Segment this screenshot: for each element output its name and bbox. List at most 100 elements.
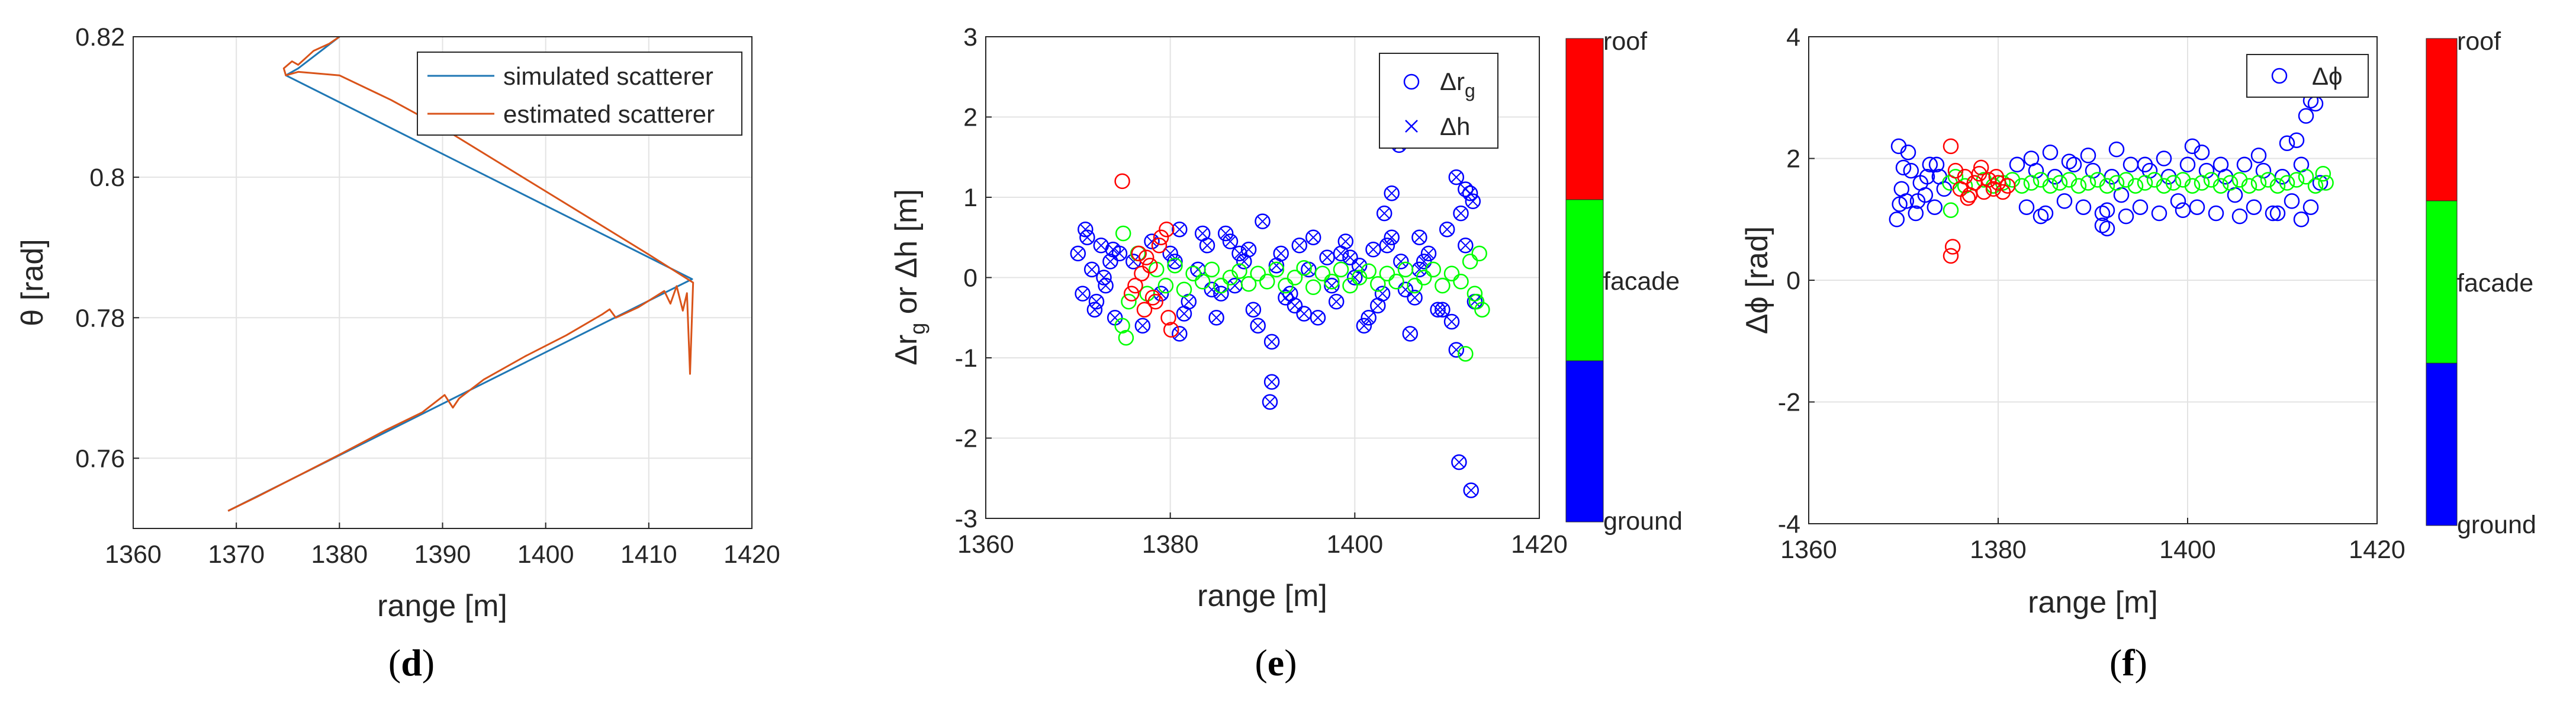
ground-cross [1086,264,1097,275]
x-axis-label-e: range [m] [1197,579,1327,613]
facade-point [2307,178,2324,194]
facade-point [1185,265,1201,281]
ground-point [2151,205,2167,222]
ground-cross [1253,321,1263,331]
ground-point [1217,225,1234,242]
facade-point [2298,169,2314,185]
ground-point [1287,297,1303,314]
ground-point [1088,293,1105,310]
roof-point [1131,245,1147,262]
colorbar-roof-e [1565,38,1604,200]
ground-point [1324,277,1340,294]
facade-point [2127,178,2144,194]
facade-point [1287,270,1303,286]
legend-label-dh: Δh [1440,113,1470,140]
ground-point [1204,281,1220,298]
ground-point [2175,202,2191,219]
ground-point [2094,205,2111,222]
facade-point [1467,286,1483,302]
facade-point [2250,175,2267,191]
roof-point [1123,286,1140,302]
facade-point [1443,265,1460,281]
ground-cross [1437,304,1448,315]
colorbar-roof-f [2426,38,2458,201]
facade-point [1118,329,1134,346]
roof-point [1163,322,1179,338]
facade-point [2184,178,2201,194]
facade-point [2318,175,2334,191]
ground-point [1919,169,1935,185]
roof-point [1114,173,1130,190]
ground-cross [1313,312,1323,323]
colorbar-label-facade-e: facade [1603,267,1680,296]
ground-point [1333,245,1349,262]
roof-point [1160,310,1176,326]
facade-point [2023,175,2040,191]
x-tick-label: 1370 [208,540,265,569]
ground-point [1208,310,1224,326]
y-tick-label: 0 [963,264,977,293]
ground-point [1098,277,1114,294]
facade-point [2288,172,2305,188]
ground-cross [1379,208,1390,219]
ground-point [1892,196,1908,212]
ground-point [1370,297,1386,314]
ground-point [1356,318,1372,334]
ground-point [2066,156,2082,173]
y-tick-label: 0.78 [75,304,125,332]
ground-cross [1146,236,1157,247]
y-tick-label: 0.76 [75,444,125,473]
ground-point [1922,156,1938,173]
ground-point [1448,169,1465,185]
ground-cross [1465,485,1477,496]
ground-point [2208,205,2224,222]
legend-label-dr-text: Δr [1440,68,1465,95]
x-tick-label: 1360 [1780,536,1837,564]
ground-point [1407,290,1423,306]
colorbar-ground-e [1565,360,1604,523]
ground-cross [1451,172,1462,182]
ground-point [1435,302,1451,318]
ground-cross [1294,240,1305,251]
ground-point [1263,374,1280,390]
facade-point [1407,277,1423,294]
ground-point [1453,205,1469,222]
ground-point [2298,108,2314,124]
colorbar-label-ground-f: ground [2457,511,2536,539]
ground-cross [1446,316,1457,327]
ground-cross [1184,296,1194,307]
ground-point [2246,199,2262,215]
ground-point [2170,193,2186,209]
facade-point [1296,259,1312,276]
data-points-f [1889,92,2334,264]
y-tick-label: 0.82 [75,23,125,52]
ground-point [2033,208,2049,225]
facade-point [1121,293,1137,310]
ground-cross [1451,344,1462,355]
ground-cross [1349,272,1361,283]
ground-point [1079,229,1095,245]
ground-point [1176,306,1192,322]
y-tick-label: 0.8 [89,164,125,192]
panel-f: 1360 1380 1400 1420 -4 -2 0 2 4 range [m] Δϕ [ra… [1740,23,2536,684]
ground-cross [1248,304,1259,315]
ground-cross [1308,232,1318,243]
x-tick-label: 1400 [1326,530,1383,559]
facade-point [1115,225,1131,242]
legend-label-dr-subscript: g [1465,80,1475,101]
facade-point [2080,175,2096,191]
facade-point [1324,274,1340,290]
facade-point [2279,175,2295,191]
y-tick-label: 2 [1786,145,1800,174]
ground-cross [1414,232,1425,243]
roof-point [1960,190,1976,206]
y-tick-label: -4 [1778,510,1800,539]
ground-cross [1243,244,1254,255]
ground-point [1296,306,1312,322]
y-tick-label: -1 [955,344,977,373]
ground-point [1928,156,1945,173]
ground-cross [1372,300,1383,311]
facade-point [2315,165,2331,182]
ground-cross [1080,224,1091,235]
colorbar-e: roof facade ground [1565,27,1683,536]
